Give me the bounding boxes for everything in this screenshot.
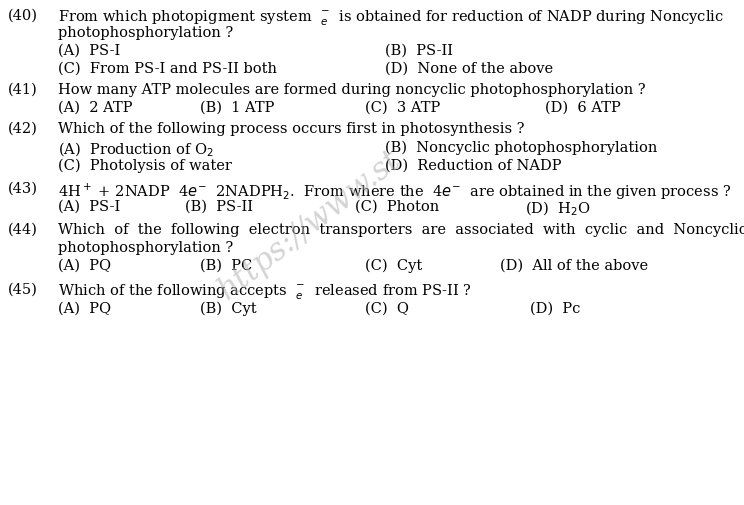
Text: (D)  6 ATP: (D) 6 ATP bbox=[545, 101, 620, 115]
Text: (C)  Q: (C) Q bbox=[365, 302, 409, 316]
Text: (A)  PQ: (A) PQ bbox=[58, 302, 111, 316]
Text: (D)  Pc: (D) Pc bbox=[530, 302, 580, 316]
Text: (41): (41) bbox=[8, 83, 38, 97]
Text: (D)  None of the above: (D) None of the above bbox=[385, 62, 553, 76]
Text: (C)  Photolysis of water: (C) Photolysis of water bbox=[58, 159, 232, 173]
Text: (B)  PC: (B) PC bbox=[200, 259, 252, 273]
Text: (D)  H$_2$O: (D) H$_2$O bbox=[525, 200, 591, 218]
Text: (45): (45) bbox=[8, 283, 38, 297]
Text: photophosphorylation ?: photophosphorylation ? bbox=[58, 241, 234, 255]
Text: (D)  Reduction of NADP: (D) Reduction of NADP bbox=[385, 159, 562, 173]
Text: Which  of  the  following  electron  transporters  are  associated  with  cyclic: Which of the following electron transpor… bbox=[58, 223, 744, 237]
Text: (A)  PS-I: (A) PS-I bbox=[58, 200, 121, 214]
Text: Which of the following accepts  $_{e}^{-}$  released from PS-II ?: Which of the following accepts $_{e}^{-}… bbox=[58, 283, 472, 302]
Text: (B)  PS-II: (B) PS-II bbox=[185, 200, 253, 214]
Text: (C)  3 ATP: (C) 3 ATP bbox=[365, 101, 440, 115]
Text: 4H$^+$ + 2NADP  4$e^{-}$  2NADPH$_2$.  From where the  4$e^{-}$  are obtained in: 4H$^+$ + 2NADP 4$e^{-}$ 2NADPH$_2$. From… bbox=[58, 182, 731, 203]
Text: (B)  PS-II: (B) PS-II bbox=[385, 44, 453, 58]
Text: (D)  All of the above: (D) All of the above bbox=[500, 259, 648, 273]
Text: (A)  PS-I: (A) PS-I bbox=[58, 44, 121, 58]
Text: (C)  From PS-I and PS-II both: (C) From PS-I and PS-II both bbox=[58, 62, 277, 76]
Text: (43): (43) bbox=[8, 182, 38, 196]
Text: From which photopigment system  $_{e}^{-}$  is obtained for reduction of NADP du: From which photopigment system $_{e}^{-}… bbox=[58, 9, 724, 28]
Text: https://www.st: https://www.st bbox=[213, 144, 407, 306]
Text: (44): (44) bbox=[8, 223, 38, 237]
Text: (B)  Cyt: (B) Cyt bbox=[200, 302, 257, 317]
Text: (40): (40) bbox=[8, 9, 38, 23]
Text: (A)  2 ATP: (A) 2 ATP bbox=[58, 101, 132, 115]
Text: How many ATP molecules are formed during noncyclic photophosphorylation ?: How many ATP molecules are formed during… bbox=[58, 83, 646, 97]
Text: (A)  Production of O$_2$: (A) Production of O$_2$ bbox=[58, 141, 214, 160]
Text: (B)  Noncyclic photophosphorylation: (B) Noncyclic photophosphorylation bbox=[385, 141, 658, 156]
Text: (A)  PQ: (A) PQ bbox=[58, 259, 111, 273]
Text: photophosphorylation ?: photophosphorylation ? bbox=[58, 26, 234, 40]
Text: Which of the following process occurs first in photosynthesis ?: Which of the following process occurs fi… bbox=[58, 122, 525, 136]
Text: (C)  Cyt: (C) Cyt bbox=[365, 259, 423, 273]
Text: (42): (42) bbox=[8, 122, 38, 136]
Text: (B)  1 ATP: (B) 1 ATP bbox=[200, 101, 275, 115]
Text: (C)  Photon: (C) Photon bbox=[355, 200, 439, 214]
